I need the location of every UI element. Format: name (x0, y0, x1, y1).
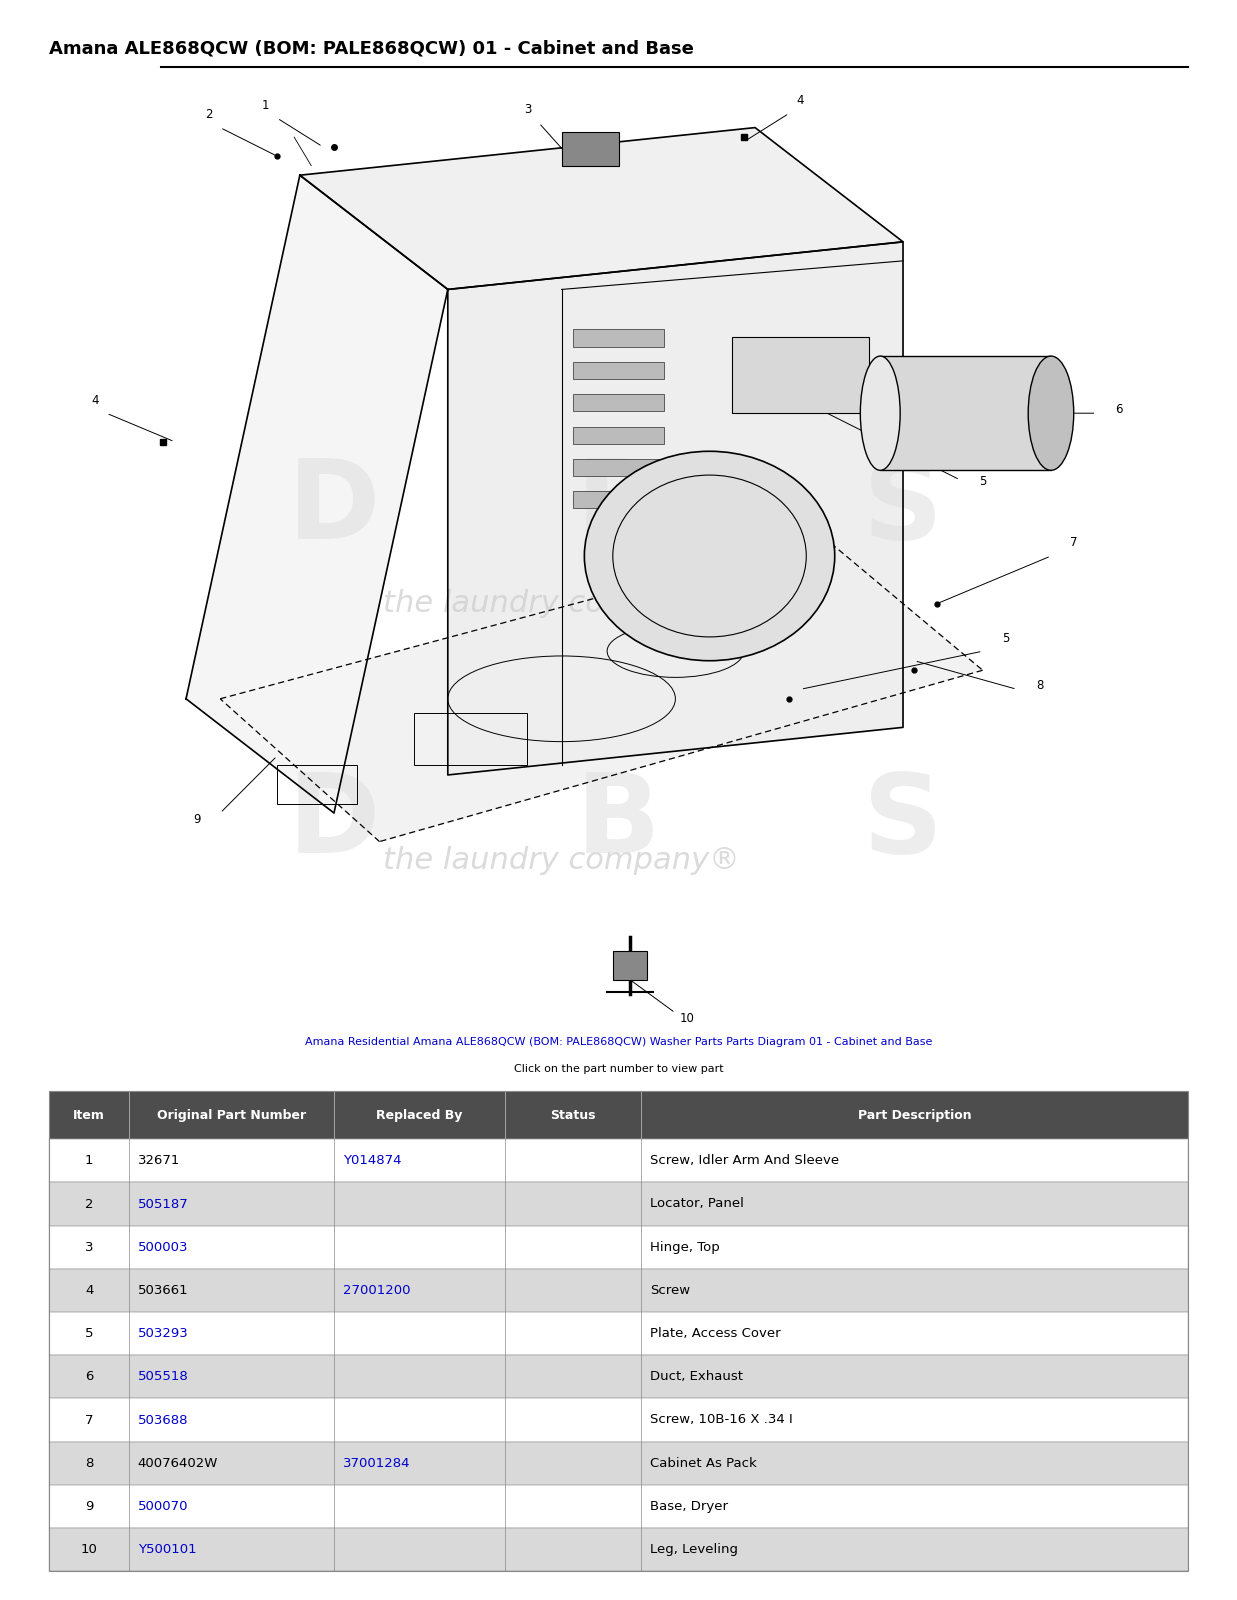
FancyBboxPatch shape (49, 1442, 1188, 1485)
Text: 503293: 503293 (137, 1326, 188, 1341)
Text: 10: 10 (80, 1542, 98, 1557)
FancyBboxPatch shape (129, 1091, 334, 1139)
Bar (413, 714, 527, 765)
Text: 6: 6 (85, 1370, 94, 1384)
Text: S: S (863, 770, 943, 877)
Text: Leg, Leveling: Leg, Leveling (649, 1542, 738, 1557)
FancyBboxPatch shape (49, 1312, 1188, 1355)
Text: 8: 8 (1035, 680, 1043, 693)
Text: 503688: 503688 (137, 1413, 188, 1427)
Circle shape (584, 451, 835, 661)
FancyBboxPatch shape (49, 1398, 1188, 1442)
Bar (573, 362, 664, 379)
Bar (277, 765, 356, 803)
Bar (573, 427, 664, 443)
Text: Click on the part number to view part: Click on the part number to view part (513, 1064, 724, 1074)
Text: the laundry company®: the laundry company® (383, 846, 740, 875)
Text: Plate, Access Cover: Plate, Access Cover (649, 1326, 781, 1341)
Text: 5: 5 (1002, 632, 1009, 645)
Text: 5: 5 (978, 475, 986, 488)
Text: Item: Item (73, 1109, 105, 1122)
Bar (562, 133, 618, 166)
Text: 37001284: 37001284 (343, 1456, 411, 1470)
Text: Original Part Number: Original Part Number (157, 1109, 306, 1122)
Text: the laundry company®: the laundry company® (383, 589, 740, 618)
Ellipse shape (1028, 357, 1074, 470)
Text: D: D (288, 770, 380, 877)
Text: 2: 2 (85, 1197, 94, 1211)
Text: Replaced By: Replaced By (376, 1109, 463, 1122)
Text: 2: 2 (205, 109, 213, 122)
Text: 5: 5 (85, 1326, 94, 1341)
FancyBboxPatch shape (49, 1269, 1188, 1312)
Text: 4: 4 (92, 394, 99, 406)
FancyBboxPatch shape (49, 1182, 1188, 1226)
Bar (573, 459, 664, 477)
Text: 4: 4 (85, 1283, 94, 1298)
Text: Hinge, Top: Hinge, Top (649, 1240, 720, 1254)
FancyBboxPatch shape (49, 1226, 1188, 1269)
FancyBboxPatch shape (49, 1139, 1188, 1182)
FancyBboxPatch shape (49, 1485, 1188, 1528)
Text: B: B (576, 454, 661, 562)
Text: Screw, Idler Arm And Sleeve: Screw, Idler Arm And Sleeve (649, 1154, 839, 1168)
Text: Y500101: Y500101 (137, 1542, 197, 1557)
Text: 9: 9 (85, 1499, 94, 1514)
Text: 9: 9 (194, 813, 202, 826)
Text: 10: 10 (679, 1013, 694, 1026)
Bar (732, 338, 868, 413)
Text: Base, Dryer: Base, Dryer (649, 1499, 727, 1514)
Text: 8: 8 (85, 1456, 94, 1470)
Text: B: B (576, 770, 661, 877)
Text: S: S (863, 454, 943, 562)
Ellipse shape (860, 357, 901, 470)
Text: Status: Status (550, 1109, 596, 1122)
Polygon shape (448, 242, 903, 774)
Text: Amana Residential Amana ALE868QCW (BOM: PALE868QCW) Washer Parts Parts Diagram 0: Amana Residential Amana ALE868QCW (BOM: … (304, 1037, 933, 1046)
Text: Locator, Panel: Locator, Panel (649, 1197, 743, 1211)
Text: 1: 1 (262, 99, 270, 112)
Polygon shape (186, 174, 448, 813)
Bar (881, 357, 1051, 470)
Text: 3: 3 (85, 1240, 94, 1254)
Text: 500070: 500070 (137, 1499, 188, 1514)
Text: Part Description: Part Description (857, 1109, 971, 1122)
Bar (573, 491, 664, 509)
Text: Screw: Screw (649, 1283, 690, 1298)
Text: 500003: 500003 (137, 1240, 188, 1254)
FancyBboxPatch shape (505, 1091, 641, 1139)
FancyBboxPatch shape (49, 1355, 1188, 1398)
Text: 7: 7 (1070, 536, 1077, 549)
Bar (573, 330, 664, 347)
Text: Duct, Exhaust: Duct, Exhaust (649, 1370, 743, 1384)
Text: 4: 4 (797, 94, 804, 107)
Polygon shape (299, 128, 903, 290)
Text: 505518: 505518 (137, 1370, 188, 1384)
Text: 27001200: 27001200 (343, 1283, 411, 1298)
Bar (573, 394, 664, 411)
Text: Y014874: Y014874 (343, 1154, 401, 1168)
Bar (612, 950, 647, 979)
Text: D: D (288, 454, 380, 562)
FancyBboxPatch shape (49, 1528, 1188, 1571)
FancyBboxPatch shape (334, 1091, 505, 1139)
Text: 505187: 505187 (137, 1197, 188, 1211)
Text: 6: 6 (1116, 403, 1123, 416)
Text: Screw, 10B-16 X .34 I: Screw, 10B-16 X .34 I (649, 1413, 793, 1427)
Text: Cabinet As Pack: Cabinet As Pack (649, 1456, 757, 1470)
Polygon shape (220, 538, 982, 842)
Text: 3: 3 (523, 104, 531, 117)
FancyBboxPatch shape (49, 1091, 129, 1139)
Text: 40076402W: 40076402W (137, 1456, 218, 1470)
FancyBboxPatch shape (641, 1091, 1188, 1139)
Text: 32671: 32671 (137, 1154, 181, 1168)
Text: 503661: 503661 (137, 1283, 188, 1298)
Text: 7: 7 (85, 1413, 94, 1427)
Text: 1: 1 (85, 1154, 94, 1168)
Text: Amana ALE868QCW (BOM: PALE868QCW) 01 - Cabinet and Base: Amana ALE868QCW (BOM: PALE868QCW) 01 - C… (49, 40, 694, 58)
